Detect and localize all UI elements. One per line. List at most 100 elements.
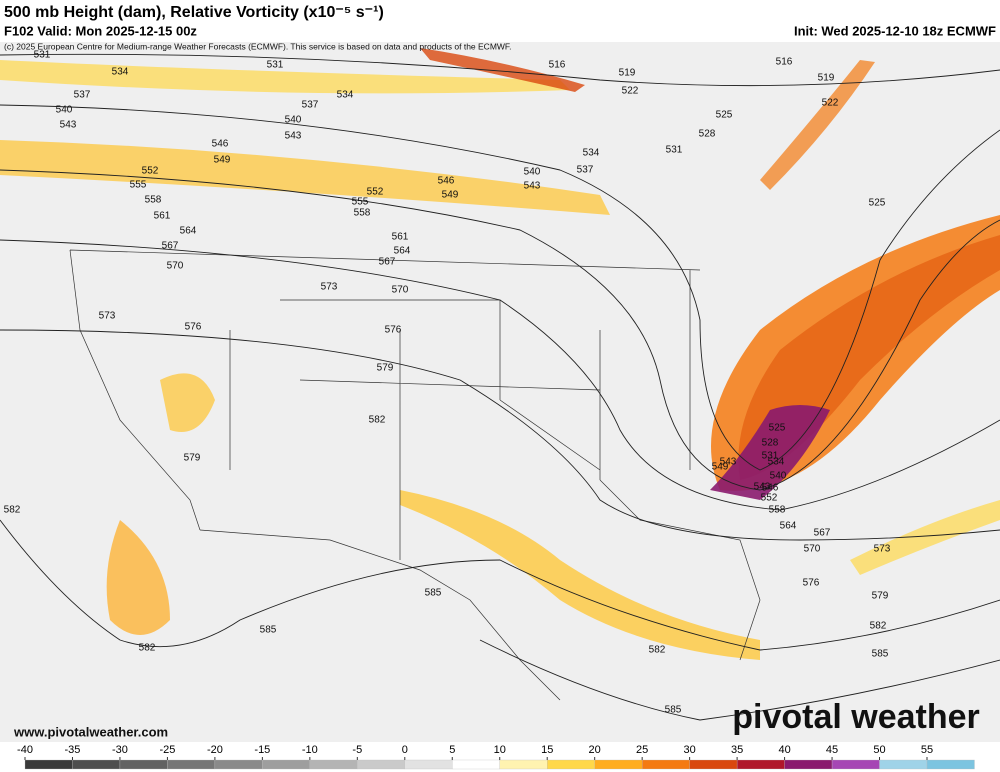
contour-label: 537 [302,100,319,111]
contour-label: 549 [712,462,729,473]
contour-label: 579 [377,363,394,374]
colorbar-tick-label: -5 [352,744,362,756]
contour-label: 561 [154,211,171,222]
contour [0,53,1000,87]
contour-label: 576 [803,578,820,589]
contour-label: 534 [768,457,785,468]
contour-label: 585 [872,649,889,660]
colorbar-segment [499,759,548,770]
colorbar-tick-label: -35 [65,744,81,756]
colorbar-segment [24,759,73,770]
contour-label: 546 [212,139,229,150]
map: 5315345315375405435375345405435465495525… [0,42,1000,742]
colorbar-segment [689,759,738,770]
colorbar-tick-label: 10 [494,744,506,756]
contour-label: 516 [549,60,566,71]
colorbar-segment [262,759,310,770]
contour-label: 555 [352,197,369,208]
colorbar-tick-label: 50 [873,744,885,756]
contour [0,519,1000,651]
vorticity-band [420,48,585,92]
contour-label: 570 [167,261,184,272]
contour-label: 573 [99,311,116,322]
colorbar-segment [119,759,168,770]
contour-label: 585 [260,625,277,636]
coastline [199,479,761,701]
contour-label: 567 [814,528,831,539]
contour [479,639,1000,721]
title: 500 mb Height (dam), Relative Vorticity … [4,4,384,21]
contour-label: 549 [442,190,459,201]
contour-label: 549 [214,155,231,166]
colorbar-tick-label: 30 [684,744,696,756]
contour-label: 558 [145,195,162,206]
colorbar-tick-label: 20 [589,744,601,756]
contour-label: 579 [872,591,889,602]
contour-label: 558 [354,208,371,219]
contour-label: 555 [130,180,147,191]
contour [0,169,1000,491]
colorbar-tick-label: 25 [636,744,648,756]
colorbar-segment [784,759,833,770]
contour-label: 564 [180,226,197,237]
colorbar-segment [167,759,216,770]
contour-label: 552 [761,493,778,504]
contour-label: 567 [162,241,179,252]
colorbar-tick-label: 15 [541,744,553,756]
contour-label: 528 [699,129,716,140]
colorbar-tick-label: 40 [778,744,790,756]
contour-label: 576 [185,322,202,333]
contour-label: 543 [285,131,302,142]
contour-label: 537 [74,90,91,101]
contour [0,104,1000,471]
vorticity-band [0,140,610,215]
colorbar-tick-label: -25 [159,744,175,756]
init: Init: Wed 2025-12-10 18z ECMWF [794,23,996,38]
colorbar-tick-label: 55 [921,744,933,756]
colorbar-segment [736,759,785,770]
vorticity-band [400,490,760,660]
contour [0,239,1000,511]
colorbar-segment [214,759,263,770]
contour-label: 546 [762,483,779,494]
contour-label: 582 [369,415,386,426]
height-contours [0,53,1000,721]
contour-label: 516 [776,57,793,68]
colorbar-segment [879,759,928,770]
vorticity-band [760,60,875,190]
contour-label: 582 [649,645,666,656]
contour-label: 564 [780,521,797,532]
contour-label: 531 [762,451,779,462]
colorbar-tick-label: 5 [449,744,455,756]
contour-label: 570 [804,544,821,555]
contour-label: 531 [34,50,51,61]
contour-label: 540 [770,471,787,482]
colorbar-segment [594,759,643,770]
vorticity-band [0,60,570,94]
colorbar-segment [926,759,975,770]
logo: pivotal weather [732,698,980,736]
contour-label: 543 [754,482,771,493]
contour-label: 531 [267,60,284,71]
url: www.pivotalweather.com [13,724,168,739]
contour-label: 585 [665,705,682,716]
contour-label: 540 [285,115,302,126]
contour-labels: 5315345315375405435375345405435465495525… [4,50,891,716]
contour-label: 543 [60,120,77,131]
contour-label: 582 [139,643,156,654]
contour-label: 570 [392,285,409,296]
contour-label: 528 [762,438,779,449]
colorbar-tick-label: 35 [731,744,743,756]
vorticity-band [850,500,1000,575]
colorbar-tick-label: -30 [112,744,128,756]
vorticity-band [106,520,170,635]
colorbar-segment [831,759,880,770]
colorbar-segment [404,759,453,770]
colorbar-segment [72,759,121,770]
contour-label: 576 [385,325,402,336]
header-bg [0,0,1000,42]
colorbar-tick-label: -10 [302,744,318,756]
contour-label: 585 [425,588,442,599]
colorbar-segment [642,759,690,770]
